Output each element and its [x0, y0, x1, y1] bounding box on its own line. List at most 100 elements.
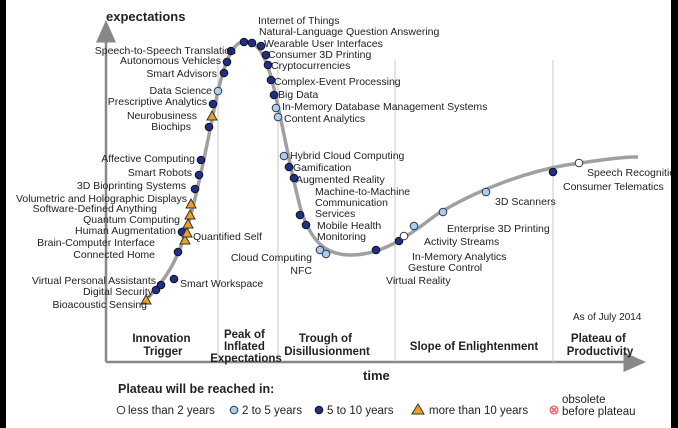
legend-marker-obsolete-x [551, 407, 557, 413]
tech-label-volumetric-and-holographic-displays: Volumetric and Holographic Displays [16, 193, 187, 205]
tech-label-quantum-computing: Quantum Computing [83, 214, 180, 226]
legend-marker-2to5 [229, 405, 239, 415]
tech-label-hybrid-cloud-computing: Hybrid Cloud Computing [290, 150, 405, 162]
tech-label-nfc: NFC [290, 265, 312, 277]
tech-marker-nfc [321, 249, 331, 259]
tech-marker-autonomous-vehicles [222, 57, 232, 67]
tech-marker-activity-streams [409, 221, 419, 231]
tech-label-gesture-control: Gesture Control [408, 262, 482, 274]
tech-label-3d-scanners: 3D Scanners [495, 196, 556, 208]
tech-marker-gesture-control [394, 236, 404, 246]
legend-marker-5to10 [314, 405, 324, 415]
tech-label-mobile-health: Mobile Health Monitoring [317, 220, 381, 243]
tech-marker-connected-home [173, 247, 183, 257]
tech-label-activity-streams: Activity Streams [424, 236, 499, 248]
tech-marker-smart-workspace [169, 274, 179, 284]
tech-marker-3d-scanners [481, 187, 491, 197]
tech-marker-bioacoustic-sensing [140, 293, 152, 305]
tech-label-cloud-computing: Cloud Computing [231, 252, 312, 264]
tech-marker-gamification [284, 162, 294, 172]
tech-label-in-memory-analytics: In-Memory Analytics [412, 251, 507, 263]
tech-marker-software-defined-anything [184, 208, 196, 220]
tech-label-enterprise-3d-printing: Enterprise 3D Printing [447, 223, 550, 235]
tech-marker-hybrid-cloud-computing [279, 151, 289, 161]
tech-marker-smart-advisors [219, 68, 229, 78]
legend-marker-lt2 [116, 405, 126, 415]
tech-marker-neurobusiness [206, 109, 218, 121]
tech-label-content-analytics: Content Analytics [284, 113, 365, 125]
tech-marker-brain-computer-interface [179, 233, 191, 245]
tech-label-big-data: Big Data [278, 89, 318, 101]
tech-marker-speech-to-speech-translation [226, 46, 236, 56]
tech-label-affective-computing: Affective Computing [101, 153, 195, 165]
legend-label-2to5: 2 to 5 years [242, 405, 302, 417]
phase-plateau: Plateau of Productivity [567, 333, 634, 358]
tech-label-bioacoustic-sensing: Bioacoustic Sensing [52, 299, 147, 311]
legend-label-lt2: less than 2 years [128, 405, 215, 417]
tech-label-virtual-personal-assistants: Virtual Personal Assistants [32, 275, 156, 287]
tech-marker-in-memory-analytics [399, 231, 409, 241]
tech-marker-cryptocurrencies [263, 60, 273, 70]
tech-marker-content-analytics [273, 112, 283, 122]
tech-label-connected-home: Connected Home [73, 249, 155, 261]
x-axis-label: time [363, 368, 390, 383]
tech-marker-3d-bioprinting-systems [190, 184, 200, 194]
tech-marker-virtual-personal-assistants [156, 280, 166, 290]
tech-label-smart-advisors: Smart Advisors [146, 68, 217, 80]
tech-marker-quantum-computing [182, 217, 194, 229]
tech-marker-natural-language-question-answering [247, 38, 257, 48]
legend-label-obsolete: obsolete [562, 394, 605, 406]
tech-label-speech-to-speech-translation: Speech-to-Speech Translation [95, 45, 236, 57]
legend-title: Plateau will be reached in: [118, 382, 274, 396]
tech-marker-data-science [213, 86, 223, 96]
legend-label-gt10: more than 10 years [429, 405, 528, 417]
tech-marker-enterprise-3d-printing [438, 207, 448, 217]
tech-label-biochips: Biochips [151, 121, 191, 133]
tech-marker-in-memory-database-management-systems [271, 103, 281, 113]
legend-label-5to10: 5 to 10 years [327, 405, 394, 417]
tech-label-gamification: Gamification [293, 162, 352, 174]
tech-marker-augmented-reality [289, 173, 299, 183]
tech-label-complex-event-processing: Complex-Event Processing [274, 76, 401, 88]
tech-label-3d-bioprinting-systems: 3D Bioprinting Systems [77, 180, 186, 192]
tech-marker-consumer-telematics [548, 167, 558, 177]
tech-label-virtual-reality: Virtual Reality [386, 275, 451, 287]
tech-label-data-science: Data Science [150, 85, 213, 97]
tech-marker-machine-to-machine [295, 210, 305, 220]
tech-marker-complex-event-processing [266, 75, 276, 85]
legend: less than 2 years 2 to 5 years 5 to 10 y… [116, 394, 636, 418]
tech-label-software-defined-anything: Software-Defined Anything [33, 203, 157, 215]
phase-innovation-trigger: Innovation Trigger [132, 333, 193, 358]
tech-marker-affective-computing [196, 155, 206, 165]
tech-label-speech-recognition: Speech Recognition [587, 167, 671, 179]
tech-marker-big-data [269, 90, 279, 100]
tech-marker-mobile-health [301, 220, 311, 230]
tech-marker-speech-recognition [574, 158, 584, 168]
as-of-date: As of July 2014 [573, 312, 642, 323]
tech-label-quantified-self: Quantified Self [193, 231, 262, 243]
tech-marker-volumetric-and-holographic-displays [185, 197, 197, 209]
tech-label-autonomous-vehicles: Autonomous Vehicles [120, 55, 221, 67]
tech-label-internet-of-things: Internet of Things [258, 15, 340, 27]
tech-label-augmented-reality: Augmented Reality [296, 174, 385, 186]
tech-label-neurobusiness: Neurobusiness [127, 110, 197, 122]
tech-label-consumer-telematics: Consumer Telematics [563, 181, 664, 193]
tech-marker-virtual-reality [371, 245, 381, 255]
tech-label-human-augmentation: Human Augmentation [75, 225, 176, 237]
tech-marker-digital-security [151, 285, 161, 295]
tech-label-digital-security: Digital Security [83, 286, 154, 298]
tech-marker-human-augmentation [181, 226, 193, 238]
tech-label-smart-robots: Smart Robots [128, 167, 192, 179]
y-axis-label: expectations [106, 9, 185, 24]
tech-marker-prescriptive-analytics [208, 99, 218, 109]
hype-cycle-figure: expectations time Innovation Trigger Pea… [6, 0, 671, 428]
tech-label-prescriptive-analytics: Prescriptive Analytics [108, 96, 207, 108]
tech-label-smart-workspace: Smart Workspace [180, 278, 263, 290]
tech-marker-cloud-computing [315, 245, 325, 255]
tech-label-machine-to-machine: Machine-to-Machine Communication Services [315, 186, 410, 220]
tech-label-consumer-3d-printing: Consumer 3D Printing [268, 49, 371, 61]
phase-trough: Trough of Disillusionment [284, 333, 370, 358]
tech-marker-smart-robots [194, 170, 204, 180]
tech-label-brain-computer-interface: Brain-Computer Interface [37, 237, 155, 249]
phase-peak: Peak of Inflated Expectations [210, 329, 282, 365]
